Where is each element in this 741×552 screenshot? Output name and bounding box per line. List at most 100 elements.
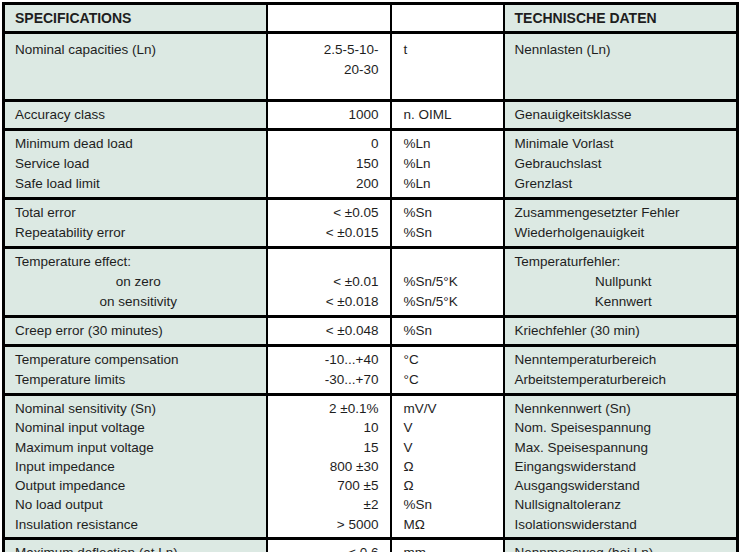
cell-de: Nennmessweg (bei Ln) bbox=[504, 539, 738, 552]
spec-label: on zero bbox=[15, 272, 262, 292]
spec-label: No load output bbox=[15, 495, 262, 514]
cell-unit: %Ln %Ln %Ln bbox=[391, 130, 504, 199]
spec-unit: %Sn bbox=[404, 495, 499, 514]
spec-unit: %Sn/5°K bbox=[404, 272, 499, 292]
spec-label-de: Nullsignaltoleranz bbox=[515, 495, 733, 514]
spec-label-de: Max. Speisespannung bbox=[515, 438, 733, 457]
spec-value: 800 ±30 bbox=[272, 457, 379, 476]
spec-value: < 0.6 bbox=[272, 543, 379, 552]
spec-value: ±2 bbox=[272, 495, 379, 514]
cell-unit: mV/V V V Ω Ω %Sn MΩ bbox=[391, 395, 504, 539]
cell-value: 2.5-5-10- 20-30 bbox=[267, 33, 391, 101]
cell-en: Nominal sensitivity (Sn) Nominal input v… bbox=[4, 395, 267, 539]
spec-label-de: Genauigkeitsklasse bbox=[515, 105, 733, 125]
spec-label-de: Nom. Speisespannung bbox=[515, 418, 733, 437]
spec-value: 200 bbox=[272, 174, 379, 194]
table-row: Nominal capacities (Ln) 2.5-5-10- 20-30 … bbox=[4, 33, 738, 101]
spec-label: Temperature compensation bbox=[15, 350, 262, 370]
cell-en: Maximum deflection (at Ln) bbox=[4, 539, 267, 552]
spec-value: < ±0.015 bbox=[272, 223, 379, 243]
cell-unit: %Sn/5°K %Sn/5°K bbox=[391, 248, 504, 317]
spec-value: -10...+40 bbox=[272, 350, 379, 370]
cell-value: 1000 bbox=[267, 101, 391, 130]
cell-value: < ±0.05 < ±0.015 bbox=[267, 199, 391, 248]
spec-value: -30...+70 bbox=[272, 370, 379, 390]
table-row: Temperature compensation Temperature lim… bbox=[4, 346, 738, 395]
spec-value: 2 ±0.1% bbox=[272, 399, 379, 418]
spec-label-de: Grenzlast bbox=[515, 174, 733, 194]
spec-label: Maximum deflection (at Ln) bbox=[15, 543, 262, 552]
cell-de: Kriechfehler (30 min) bbox=[504, 317, 738, 346]
spec-unit: Ω bbox=[404, 457, 499, 476]
spec-unit: %Sn bbox=[404, 321, 499, 341]
cell-en: Temperature effect: on zero on sensitivi… bbox=[4, 248, 267, 317]
cell-en: Nominal capacities (Ln) bbox=[4, 33, 267, 101]
cell-value: -10...+40 -30...+70 bbox=[267, 346, 391, 395]
spec-unit: %Sn bbox=[404, 203, 499, 223]
spec-label-de: Kriechfehler (30 min) bbox=[515, 321, 733, 341]
cell-de: Nennlasten (Ln) bbox=[504, 33, 738, 101]
cell-value: 2 ±0.1% 10 15 800 ±30 700 ±5 ±2 > 5000 bbox=[267, 395, 391, 539]
spec-label-de: Nullpunkt bbox=[515, 272, 733, 292]
table-row: Nominal sensitivity (Sn) Nominal input v… bbox=[4, 395, 738, 539]
spec-unit: mV/V bbox=[404, 399, 499, 418]
header-technische-daten: TECHNISCHE DATEN bbox=[515, 8, 733, 28]
cell-de: Genauigkeitsklasse bbox=[504, 101, 738, 130]
spec-label: Nominal sensitivity (Sn) bbox=[15, 399, 262, 418]
cell-unit: %Sn %Sn bbox=[391, 199, 504, 248]
cell-en: Temperature compensation Temperature lim… bbox=[4, 346, 267, 395]
spec-value: > 5000 bbox=[272, 515, 379, 534]
spec-label: Accuracy class bbox=[15, 105, 262, 125]
spec-label: Total error bbox=[15, 203, 262, 223]
spec-label-de: Eingangswiderstand bbox=[515, 457, 733, 476]
table-row: Maximum deflection (at Ln) < 0.6 mm Nenn… bbox=[4, 539, 738, 552]
spec-label: Creep error (30 minutes) bbox=[15, 321, 262, 341]
spec-label-de: Gebrauchslast bbox=[515, 154, 733, 174]
spec-label: Insulation resistance bbox=[15, 515, 262, 534]
spec-value: < ±0.018 bbox=[272, 292, 379, 312]
spec-label: Temperature limits bbox=[15, 370, 262, 390]
spec-unit: °C bbox=[404, 350, 499, 370]
spec-label: Output impedance bbox=[15, 476, 262, 495]
spec-label: Input impedance bbox=[15, 457, 262, 476]
spec-label-de: Zusammengesetzter Fehler bbox=[515, 203, 733, 223]
cell-en: Minimum dead load Service load Safe load… bbox=[4, 130, 267, 199]
spec-value bbox=[272, 252, 379, 272]
spec-value: 10 bbox=[272, 418, 379, 437]
cell-unit: t bbox=[391, 33, 504, 101]
table-row: Minimum dead load Service load Safe load… bbox=[4, 130, 738, 199]
cell-value: < 0.6 bbox=[267, 539, 391, 552]
spec-label: Service load bbox=[15, 154, 262, 174]
spec-value: 2.5-5-10- bbox=[272, 40, 379, 60]
spec-unit: V bbox=[404, 438, 499, 457]
spec-value: 150 bbox=[272, 154, 379, 174]
cell-de: Nennkennwert (Sn) Nom. Speisespannung Ma… bbox=[504, 395, 738, 539]
cell-value: < ±0.01 < ±0.018 bbox=[267, 248, 391, 317]
table-header-row: SPECIFICATIONS TECHNISCHE DATEN bbox=[4, 4, 738, 33]
spec-value: 700 ±5 bbox=[272, 476, 379, 495]
spec-label-de: Kennwert bbox=[515, 292, 733, 312]
spec-value: 0 bbox=[272, 134, 379, 154]
table-row: Creep error (30 minutes) < ±0.048 %Sn Kr… bbox=[4, 317, 738, 346]
spec-value: 15 bbox=[272, 438, 379, 457]
cell-value: 0 150 200 bbox=[267, 130, 391, 199]
cell-unit: n. OIML bbox=[391, 101, 504, 130]
spec-unit: %Sn/5°K bbox=[404, 292, 499, 312]
spec-unit bbox=[404, 252, 499, 272]
spec-label: Safe load limit bbox=[15, 174, 262, 194]
spec-label-de: Nennmessweg (bei Ln) bbox=[515, 543, 733, 552]
spec-unit: mm bbox=[404, 543, 499, 552]
spec-value: < ±0.048 bbox=[272, 321, 379, 341]
spec-value: 1000 bbox=[272, 105, 379, 125]
header-technische-daten-cell: TECHNISCHE DATEN bbox=[504, 4, 738, 33]
cell-en: Accuracy class bbox=[4, 101, 267, 130]
spec-unit: n. OIML bbox=[404, 105, 499, 125]
spec-value: 20-30 bbox=[272, 60, 379, 80]
spec-unit: MΩ bbox=[404, 515, 499, 534]
table-row: Accuracy class 1000 n. OIML Genauigkeits… bbox=[4, 101, 738, 130]
spec-label-de: Arbeitstemperaturbereich bbox=[515, 370, 733, 390]
header-specifications-cell: SPECIFICATIONS bbox=[4, 4, 267, 33]
spec-label-de: Temperaturfehler: bbox=[515, 252, 733, 272]
header-unit-cell bbox=[391, 4, 504, 33]
cell-de: Nenntemperaturbereich Arbeitstemperaturb… bbox=[504, 346, 738, 395]
